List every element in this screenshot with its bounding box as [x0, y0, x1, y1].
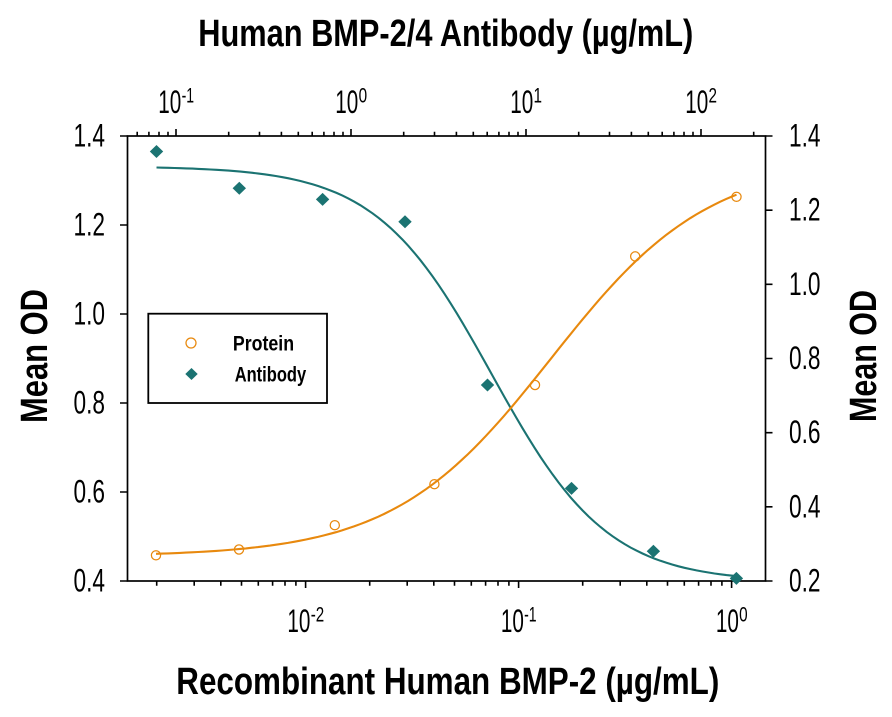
svg-text:0: 0	[359, 85, 368, 108]
svg-text:1.0: 1.0	[789, 266, 821, 302]
svg-text:1.2: 1.2	[789, 192, 821, 228]
svg-text:10: 10	[685, 84, 708, 120]
svg-text:0.4: 0.4	[789, 488, 821, 524]
svg-text:-1: -1	[182, 85, 195, 108]
svg-text:10: 10	[716, 603, 739, 639]
svg-text:0: 0	[739, 604, 748, 627]
svg-text:10: 10	[335, 84, 358, 120]
svg-text:Mean OD: Mean OD	[14, 289, 56, 423]
svg-text:1: 1	[534, 85, 543, 108]
svg-text:0.6: 0.6	[74, 474, 106, 510]
svg-text:10: 10	[510, 84, 533, 120]
svg-text:Recombinant Human BMP-2 (µg/mL: Recombinant Human BMP-2 (µg/mL)	[176, 661, 719, 703]
svg-text:-2: -2	[311, 604, 325, 627]
svg-text:Mean OD: Mean OD	[843, 290, 885, 422]
svg-text:1.4: 1.4	[74, 118, 106, 154]
svg-text:2: 2	[709, 85, 718, 108]
svg-text:0.8: 0.8	[74, 385, 106, 421]
svg-text:Antibody: Antibody	[235, 363, 307, 387]
svg-text:1.2: 1.2	[74, 207, 106, 243]
svg-text:Protein: Protein	[233, 331, 294, 355]
svg-text:10: 10	[287, 603, 310, 639]
svg-text:0.6: 0.6	[789, 414, 821, 450]
svg-text:0.4: 0.4	[74, 563, 106, 599]
svg-text:10: 10	[158, 84, 181, 120]
svg-text:1.0: 1.0	[74, 296, 106, 332]
svg-text:-1: -1	[524, 604, 537, 627]
svg-text:Human BMP-2/4 Antibody (µg/mL): Human BMP-2/4 Antibody (µg/mL)	[198, 13, 693, 55]
svg-text:0.2: 0.2	[789, 563, 821, 599]
svg-text:0.8: 0.8	[789, 340, 821, 376]
svg-text:10: 10	[501, 603, 524, 639]
svg-text:1.4: 1.4	[789, 118, 821, 154]
